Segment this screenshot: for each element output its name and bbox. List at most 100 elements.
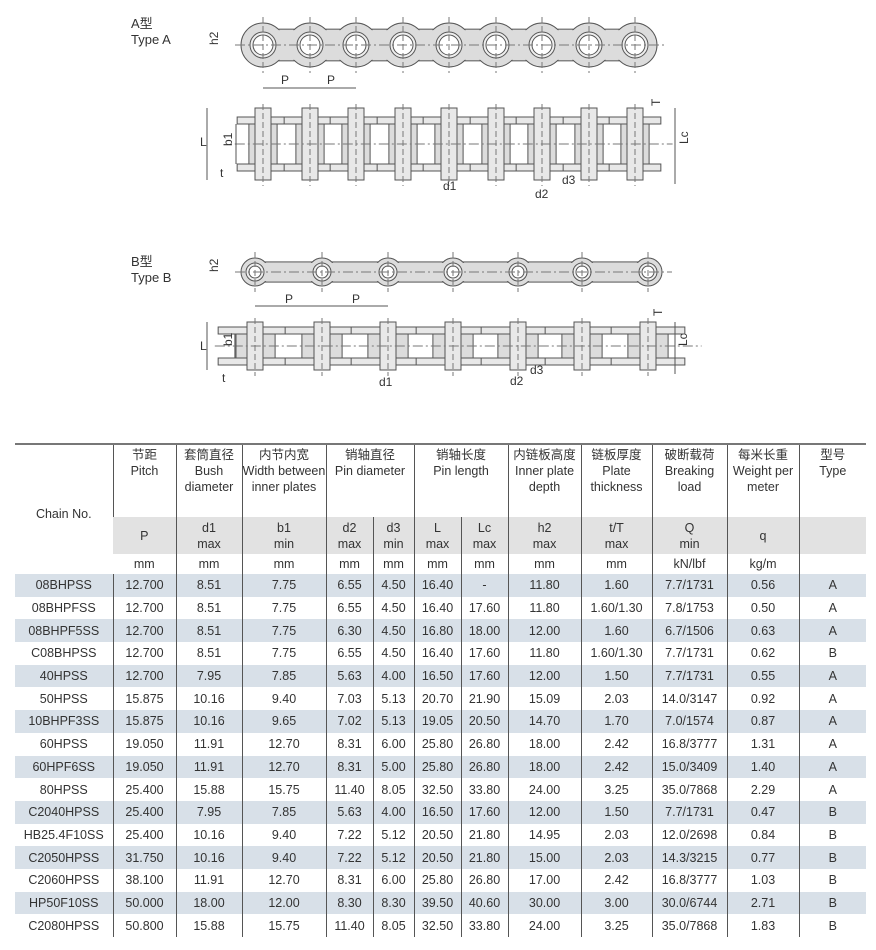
value-cell: 4.00 [372, 664, 414, 688]
header-unit: mm [241, 554, 326, 574]
value-cell: 6.55 [325, 596, 373, 620]
value-cell: 20.50 [413, 823, 461, 847]
value-cell: 7.75 [241, 642, 326, 665]
value-cell: 7.7/1731 [651, 664, 728, 688]
value-cell: 32.50 [413, 778, 461, 801]
value-cell: 4.50 [372, 574, 414, 597]
value-cell: 19.05 [413, 710, 461, 733]
header-limit: max [337, 536, 362, 551]
header-symbol: P [140, 528, 149, 543]
value-cell: 0.84 [726, 823, 800, 847]
chain-spec-table: Chain No. 节距 Pitch 套筒直径 Bush diameter 内节内宽 Wid… [15, 443, 867, 937]
table-row: 08BHPSS 12.700 8.51 7.75 6.55 4.50 16.40-11.80… [15, 574, 867, 597]
header-col-10: 型号 Type [798, 443, 867, 517]
value-cell: 5.12 [372, 846, 414, 869]
value-cell: 14.95 [507, 823, 582, 847]
value-cell: 14.3/3215 [651, 846, 728, 869]
value-cell: 15.75 [241, 778, 326, 801]
value-cell: 7.75 [241, 596, 326, 620]
value-cell: 0.55 [726, 664, 800, 688]
value-cell: B [798, 800, 867, 824]
value-cell: 1.60 [580, 619, 653, 643]
value-cell: 4.00 [372, 800, 414, 824]
header-unit: kN/lbf [651, 554, 728, 574]
value-cell: 26.80 [460, 755, 509, 779]
value-cell: 10.16 [175, 687, 242, 711]
header-col-1: 节距 Pitch [112, 443, 176, 517]
value-cell: 7.22 [325, 823, 373, 847]
value-cell: 16.40 [413, 574, 461, 597]
value-cell: 0.92 [726, 687, 800, 711]
value-cell: 1.40 [726, 755, 800, 779]
header-unit: kg/m [726, 554, 800, 574]
header-cn: 内节内宽 [258, 448, 309, 462]
value-cell: 11.40 [325, 778, 373, 801]
chain-no-cell: HB25.4F10SS [23, 827, 104, 842]
value-cell: A [798, 755, 867, 779]
value-cell: 19.050 [112, 755, 176, 779]
value-cell: 7.8/1753 [651, 596, 728, 620]
value-cell: 16.50 [413, 664, 461, 688]
value-cell: 12.70 [241, 755, 326, 779]
value-cell: 4.50 [372, 642, 414, 665]
value-cell: - [460, 574, 509, 597]
table-row: C2050HPSS 31.750 10.16 9.40 7.22 5.12 20.50 21.… [15, 846, 867, 869]
dim-h2-a: h2 [207, 31, 221, 45]
dim-d2-a: d2 [535, 187, 549, 201]
value-cell: 38.100 [112, 868, 176, 892]
value-cell: A [798, 664, 867, 688]
value-cell: 17.60 [460, 642, 509, 665]
header-unit: mm [413, 554, 461, 574]
chain-no-cell: 08BHPFSS [31, 601, 96, 616]
chain-no-cell: 08BHPF5SS [15, 619, 113, 643]
chain-no-cell: 08BHPSS [15, 574, 113, 597]
header-cn: 每米长重 [738, 448, 789, 462]
value-cell: 5.13 [372, 710, 414, 733]
value-cell: 5.63 [325, 800, 373, 824]
value-cell: 18.00 [507, 732, 582, 756]
header-en: Pin diameter [334, 464, 406, 478]
type-a-side-view [206, 104, 676, 186]
dim-lc-b: Lc [676, 333, 690, 346]
chain-no-cell: 60HPSS [39, 737, 88, 752]
value-cell: 10.16 [175, 710, 242, 733]
dim-p-a2: P [327, 73, 335, 87]
value-cell: 9.40 [241, 823, 326, 847]
value-cell: 30.00 [507, 891, 582, 915]
table-row: 60HPF6SS 19.050 11.91 12.70 8.31 5.00 25.80 26.… [15, 755, 867, 779]
header-col-7: 链板厚度 Plate thickness [580, 443, 653, 517]
header-limit: min [679, 536, 700, 551]
value-cell: 8.05 [372, 914, 414, 937]
value-cell: 7.7/1731 [651, 642, 728, 665]
dim-b1-a: b1 [221, 132, 235, 146]
chain-no-cell: 50HPSS [39, 691, 88, 706]
type-b-label-cn: B型 [131, 254, 153, 269]
value-cell: 11.91 [175, 755, 242, 779]
value-cell: 7.7/1731 [651, 800, 728, 824]
table-row: 08BHPF5SS 12.700 8.51 7.75 6.30 4.50 16.80 18.0… [15, 619, 867, 643]
value-cell: 12.700 [112, 664, 176, 688]
table-row: C2060HPSS 38.100 11.91 12.70 8.31 6.00 25.80 26… [15, 868, 867, 892]
value-cell: 8.51 [175, 642, 242, 665]
chain-diagrams: h2 P P L b1 t d1 d3 d2 Lc T h2 P P L b1 … [200, 17, 702, 389]
header-cn: 链板厚度 [591, 448, 642, 462]
value-cell: 25.80 [413, 755, 461, 779]
header-symbol: L [434, 520, 441, 535]
value-cell: 7.85 [241, 800, 326, 824]
value-cell: 10.16 [175, 846, 242, 869]
value-cell: 2.42 [580, 868, 653, 892]
value-cell: 12.700 [112, 574, 176, 597]
type-b-label-en: Type B [131, 270, 172, 285]
value-cell: 16.8/3777 [651, 732, 728, 756]
value-cell: A [798, 710, 867, 733]
header-cn: 内链板高度 [513, 448, 576, 462]
value-cell: 2.71 [726, 891, 800, 915]
chain-no-cell: 80HPSS [39, 782, 88, 797]
header-col-8: 破断载荷 Breaking load [651, 443, 728, 517]
value-cell: 18.00 [507, 755, 582, 779]
value-cell: 7.75 [241, 619, 326, 643]
header-symbol: h2 [537, 520, 552, 535]
value-cell: 40.60 [460, 891, 509, 915]
value-cell: 8.30 [372, 891, 414, 915]
